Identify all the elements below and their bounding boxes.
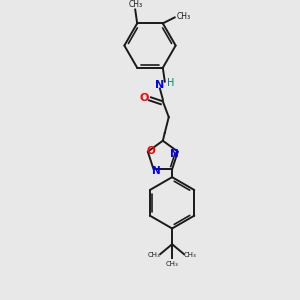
- Text: O: O: [140, 93, 149, 103]
- Text: CH₃: CH₃: [184, 252, 196, 258]
- Text: N: N: [170, 148, 179, 159]
- Text: H: H: [167, 78, 174, 88]
- Text: N: N: [155, 80, 164, 89]
- Text: O: O: [146, 146, 155, 156]
- Text: CH₃: CH₃: [166, 261, 178, 267]
- Text: CH₃: CH₃: [177, 12, 191, 21]
- Text: CH₃: CH₃: [148, 252, 161, 258]
- Text: N: N: [152, 166, 161, 176]
- Text: CH₃: CH₃: [128, 0, 142, 9]
